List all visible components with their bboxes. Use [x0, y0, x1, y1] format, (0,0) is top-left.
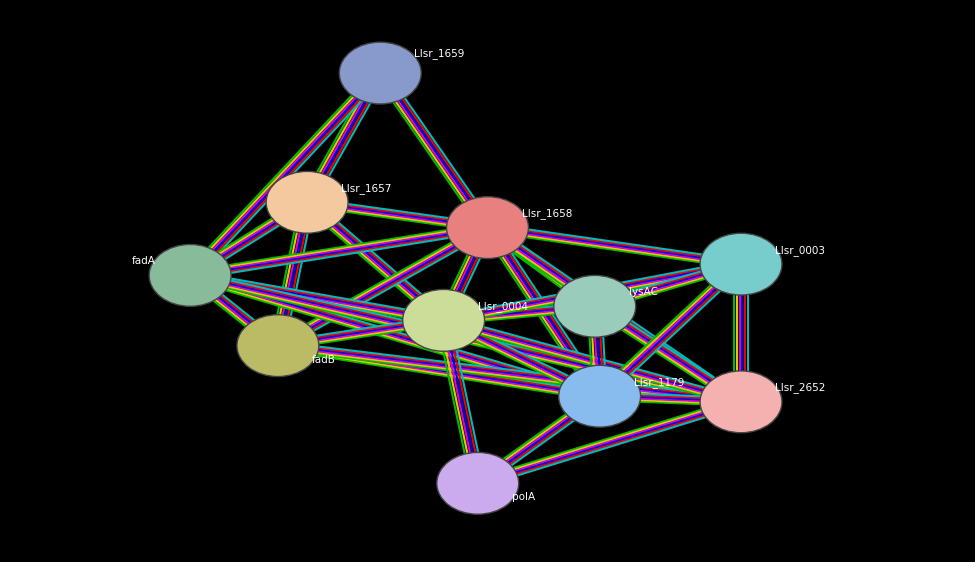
Text: Llsr_0003: Llsr_0003 — [775, 244, 825, 256]
Text: Llsr_0004: Llsr_0004 — [478, 301, 527, 312]
Text: Llsr_1659: Llsr_1659 — [414, 48, 465, 59]
Text: Llsr_1179: Llsr_1179 — [634, 377, 684, 388]
Ellipse shape — [339, 42, 421, 104]
Ellipse shape — [700, 233, 782, 295]
Text: fadB: fadB — [312, 355, 335, 365]
Ellipse shape — [266, 171, 348, 233]
Ellipse shape — [237, 315, 319, 377]
Ellipse shape — [447, 197, 528, 259]
Ellipse shape — [559, 365, 641, 427]
Ellipse shape — [554, 275, 636, 337]
Ellipse shape — [437, 452, 519, 514]
Text: polA: polA — [512, 492, 535, 502]
Ellipse shape — [403, 289, 485, 351]
Text: Llsr_1658: Llsr_1658 — [522, 208, 572, 219]
Ellipse shape — [700, 371, 782, 433]
Text: Llsr_2652: Llsr_2652 — [775, 382, 826, 393]
Text: Llsr_1657: Llsr_1657 — [341, 183, 392, 194]
Text: lysAC: lysAC — [629, 287, 658, 297]
Text: fadA: fadA — [133, 256, 156, 266]
Ellipse shape — [149, 244, 231, 306]
